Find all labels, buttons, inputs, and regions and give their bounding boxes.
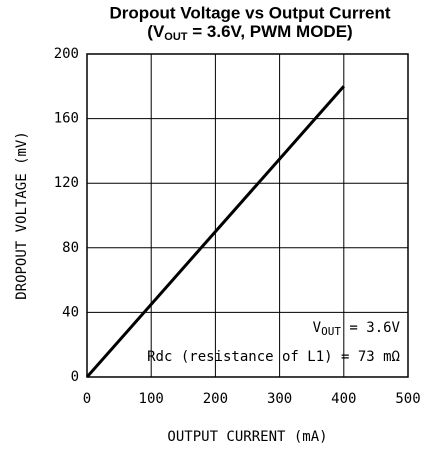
x-tick-label: 0 bbox=[83, 391, 91, 407]
x-tick-label: 400 bbox=[331, 391, 356, 407]
y-tick-label: 80 bbox=[62, 240, 79, 256]
y-tick-label: 0 bbox=[71, 369, 79, 385]
x-tick-label: 300 bbox=[267, 391, 292, 407]
chart-title: Dropout Voltage vs Output Current bbox=[109, 3, 390, 22]
y-tick-label: 200 bbox=[54, 46, 79, 62]
y-axis-label: DROPOUT VOLTAGE (mV) bbox=[14, 131, 30, 300]
x-axis-label: OUTPUT CURRENT (mA) bbox=[167, 429, 327, 445]
y-tick-label: 120 bbox=[54, 175, 79, 191]
plot-frame bbox=[86, 53, 409, 378]
annotation-part: OUT bbox=[321, 325, 341, 338]
annotation-part: V bbox=[313, 320, 322, 336]
y-tick-label: 160 bbox=[54, 111, 79, 127]
annotation: Rdc (resistance of L1) = 73 mΩ bbox=[147, 349, 400, 365]
annotation-part: = 3.6V bbox=[341, 320, 401, 336]
y-tick-label: 40 bbox=[62, 304, 79, 320]
x-tick-label: 200 bbox=[203, 391, 228, 407]
x-tick-label: 100 bbox=[139, 391, 164, 407]
subtitle-part: (V bbox=[147, 22, 165, 41]
subtitle-part: OUT bbox=[164, 31, 188, 43]
data-line bbox=[85, 85, 345, 378]
subtitle-part: = 3.6V, PWM MODE) bbox=[188, 22, 353, 41]
chart-subtitle: (VOUT = 3.6V, PWM MODE) bbox=[147, 22, 352, 42]
annotation: VOUT = 3.6V bbox=[313, 320, 401, 338]
x-tick-label: 500 bbox=[395, 391, 420, 407]
annotation-part: Rdc (resistance of L1) = 73 mΩ bbox=[147, 349, 400, 365]
